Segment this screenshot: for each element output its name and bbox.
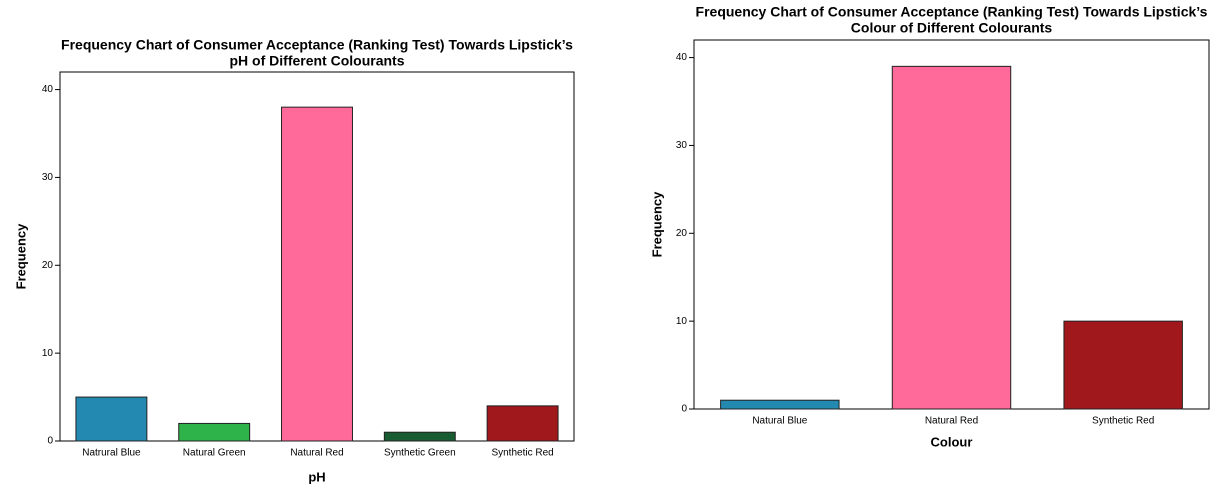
x-tick-label: Natural Red [290,448,343,459]
y-tick-label: 40 [42,84,54,95]
bar [720,399,840,410]
y-tick-label: 20 [42,260,54,271]
y-tick-label: 40 [676,52,688,63]
bar [178,422,251,442]
y-axis-label: Frequency [13,223,28,290]
y-tick-label: 10 [676,316,688,327]
y-tick-label: 10 [42,348,54,359]
y-tick-label: 20 [676,228,688,239]
x-tick-label: Natural Green [183,448,246,459]
y-tick-label: 30 [676,140,688,151]
chart-title: pH of Different Colourants [230,53,405,69]
chart-title: Colour of Different Colourants [851,20,1053,36]
bar [891,65,1012,410]
x-tick-label: Natrural Blue [82,448,141,459]
chart-title: Frequency Chart of Consumer Acceptance (… [696,4,1208,20]
x-tick-label: Synthetic Green [384,448,456,459]
x-tick-label: Synthetic Red [491,448,553,459]
y-tick-label: 0 [47,436,53,447]
y-tick-label: 0 [681,404,687,415]
bar [75,396,148,442]
x-axis-label: Colour [931,434,973,449]
bar [1063,320,1183,410]
x-tick-label: Natural Blue [752,416,807,427]
bar [383,431,456,442]
bar [281,106,353,442]
y-tick-label: 30 [42,172,54,183]
x-axis-label: pH [308,469,325,484]
x-tick-label: Synthetic Red [1092,416,1154,427]
y-axis-label: Frequency [649,191,664,258]
chart-title: Frequency Chart of Consumer Acceptance (… [61,37,573,53]
bar [486,405,559,442]
x-tick-label: Natural Red [925,416,978,427]
